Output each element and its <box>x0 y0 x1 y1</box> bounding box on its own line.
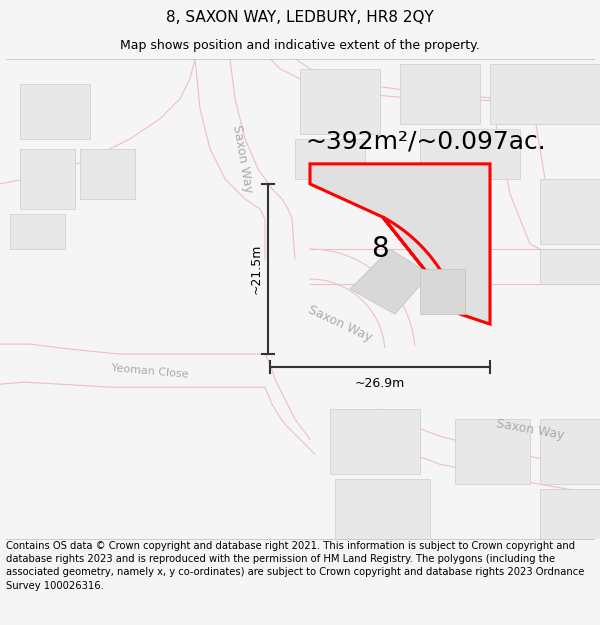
Text: Saxon Way: Saxon Way <box>495 417 565 442</box>
Text: Map shows position and indicative extent of the property.: Map shows position and indicative extent… <box>120 39 480 52</box>
Polygon shape <box>20 84 90 139</box>
Polygon shape <box>80 149 135 199</box>
Text: Saxon Way: Saxon Way <box>306 304 374 344</box>
Text: Yeoman Close: Yeoman Close <box>111 362 189 379</box>
Polygon shape <box>540 489 600 539</box>
Polygon shape <box>300 69 380 134</box>
Polygon shape <box>350 249 430 314</box>
Text: ~392m²/~0.097ac.: ~392m²/~0.097ac. <box>305 130 546 154</box>
Text: Saxon Way: Saxon Way <box>230 124 254 194</box>
Polygon shape <box>420 129 520 179</box>
Polygon shape <box>540 419 600 484</box>
Polygon shape <box>455 419 530 484</box>
Polygon shape <box>20 149 75 209</box>
Text: ~26.9m: ~26.9m <box>355 377 405 390</box>
Text: 8: 8 <box>371 235 389 263</box>
Text: Contains OS data © Crown copyright and database right 2021. This information is : Contains OS data © Crown copyright and d… <box>6 541 584 591</box>
Polygon shape <box>400 64 480 124</box>
Polygon shape <box>310 164 490 324</box>
Text: 8, SAXON WAY, LEDBURY, HR8 2QY: 8, SAXON WAY, LEDBURY, HR8 2QY <box>166 10 434 25</box>
Polygon shape <box>295 139 365 179</box>
Polygon shape <box>420 269 465 314</box>
Polygon shape <box>490 64 600 124</box>
Polygon shape <box>540 249 600 284</box>
Text: ~21.5m: ~21.5m <box>250 244 263 294</box>
Polygon shape <box>540 179 600 244</box>
Polygon shape <box>330 409 420 474</box>
Polygon shape <box>335 479 430 539</box>
Polygon shape <box>10 214 65 249</box>
